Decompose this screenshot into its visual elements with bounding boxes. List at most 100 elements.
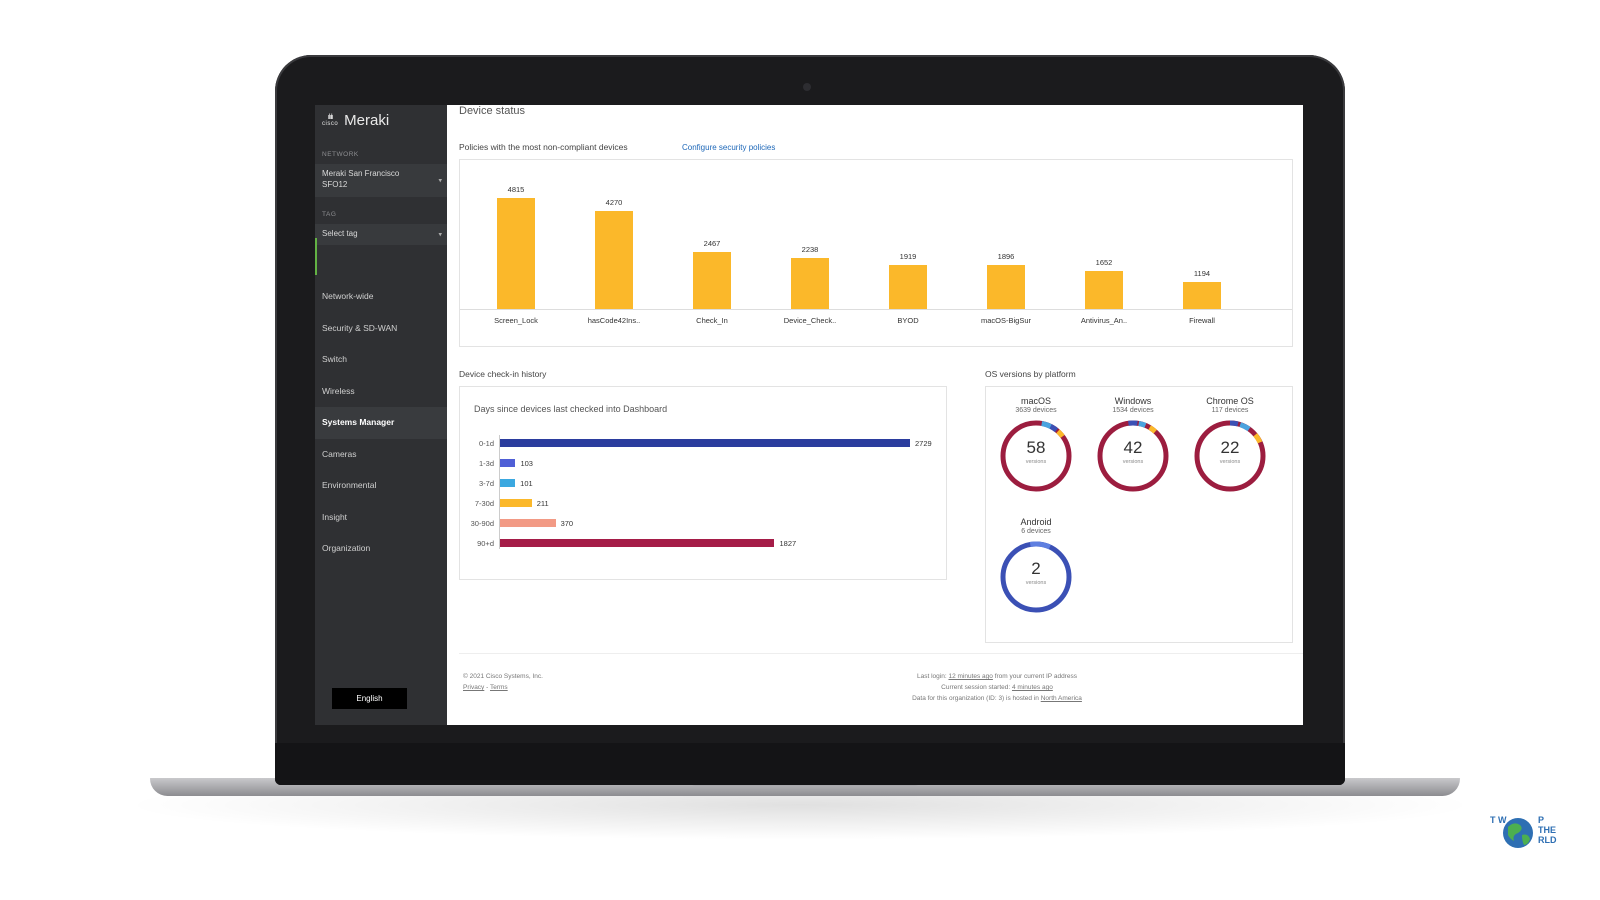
language-button[interactable]: English xyxy=(332,688,407,709)
history-bar[interactable] xyxy=(500,479,516,487)
policy-bar-value: 4815 xyxy=(507,185,525,195)
meraki-logo[interactable]: ılıılı cisco Meraki xyxy=(322,112,389,129)
os-title: OS versions by platform xyxy=(985,369,1076,379)
sidebar-item-wireless[interactable]: Wireless xyxy=(322,385,355,396)
policy-bar[interactable] xyxy=(1183,281,1221,309)
policy-bar[interactable] xyxy=(497,198,535,309)
terms-link[interactable]: Terms xyxy=(489,684,508,691)
history-row: 0-1d 2729 xyxy=(460,439,940,449)
policy-bar[interactable] xyxy=(1085,271,1123,309)
version-donut: 2 versions xyxy=(998,539,1074,615)
session-link[interactable]: 4 minutes ago xyxy=(1011,684,1053,691)
footer-left: © 2021 Cisco Systems, Inc. Privacy - Ter… xyxy=(463,671,543,693)
watermark-right-text: P THE RLD xyxy=(1538,815,1557,845)
history-bar-value: 2729 xyxy=(915,439,932,448)
network-selector[interactable]: Meraki San Francisco SFO12 ▾ xyxy=(315,164,447,197)
footer-session-info: Last login: 12 minutes ago from your cur… xyxy=(867,671,1127,704)
network-value-line2: SFO12 xyxy=(322,180,348,189)
configure-policies-link[interactable]: Configure security policies xyxy=(682,143,776,152)
policy-bar-label: Device_Check.. xyxy=(783,316,837,325)
link-separator: - xyxy=(484,684,490,691)
lid-bezel xyxy=(275,743,1345,785)
sidebar-item-insight[interactable]: Insight xyxy=(322,511,348,522)
policy-bar[interactable] xyxy=(889,264,927,309)
policy-bar-value: 1919 xyxy=(899,251,917,261)
donut-ring xyxy=(1000,541,1072,613)
policy-bar[interactable] xyxy=(987,265,1025,309)
os-macos[interactable]: macOS 3639 devices 58 versions xyxy=(986,396,1086,494)
os-name: Android xyxy=(1020,517,1052,527)
policy-bar[interactable] xyxy=(595,210,633,309)
policy-bar-value: 1194 xyxy=(1193,268,1211,278)
watermark-left-text: T W xyxy=(1490,815,1507,825)
version-label: versions xyxy=(1219,459,1241,465)
tag-selector[interactable]: Select tag ▾ xyxy=(315,224,447,245)
history-bar[interactable] xyxy=(500,519,556,527)
sidebar: ılıılı cisco Meraki NETWORK Meraki San F… xyxy=(315,105,447,725)
version-label: versions xyxy=(1025,580,1047,586)
donut-ring xyxy=(1000,420,1072,492)
privacy-link[interactable]: Privacy xyxy=(463,684,485,691)
os-name: macOS xyxy=(1020,396,1051,406)
os-windows[interactable]: Windows 1534 devices 42 versions xyxy=(1083,396,1183,494)
donut-ring xyxy=(1194,420,1266,492)
world-logo-watermark: T W P THE RLD xyxy=(1486,813,1557,857)
history-row: 1-3d 103 xyxy=(460,459,940,469)
history-bar[interactable] xyxy=(500,499,532,507)
region-link[interactable]: North America xyxy=(1040,695,1082,702)
history-row: 7-30d 211 xyxy=(460,499,940,509)
os-chrome[interactable]: Chrome OS 117 devices 22 versions xyxy=(1180,396,1280,494)
last-login-link[interactable]: 12 minutes ago xyxy=(948,673,993,680)
history-bar-label: 30-90d xyxy=(470,519,494,528)
policy-bar-value: 1896 xyxy=(997,252,1015,262)
policy-bar-label: Firewall xyxy=(1189,316,1215,325)
sidebar-item-systems-manager[interactable]: Systems Manager xyxy=(315,407,447,439)
chevron-down-icon: ▾ xyxy=(438,231,442,238)
policy-bar[interactable] xyxy=(791,257,829,309)
sidebar-item-cameras[interactable]: Cameras xyxy=(322,448,357,459)
history-bar-value: 103 xyxy=(520,459,533,468)
history-bar[interactable] xyxy=(500,439,910,447)
history-bar-label: 0-1d xyxy=(478,439,494,448)
sidebar-item-organization[interactable]: Organization xyxy=(322,543,371,553)
main-content: Device status Policies with the most non… xyxy=(447,105,1303,725)
sidebar-item-environmental[interactable]: Environmental xyxy=(322,480,377,490)
os-name: Windows xyxy=(1114,396,1152,406)
version-count: 42 xyxy=(1123,438,1143,457)
history-bar[interactable] xyxy=(500,459,516,467)
os-device-count: 3639 devices xyxy=(1015,407,1057,414)
policy-bar-value: 2238 xyxy=(801,244,819,254)
policy-bar-value: 2467 xyxy=(703,239,721,249)
policy-bar-value: 1652 xyxy=(1095,258,1113,267)
policy-bar-label: hasCode42Ins.. xyxy=(587,316,641,325)
history-bar-value: 1827 xyxy=(779,539,797,548)
version-count: 58 xyxy=(1026,438,1046,457)
history-row: 90+d 1827 xyxy=(460,539,940,549)
version-donut: 42 versions xyxy=(1095,418,1171,494)
version-count: 22 xyxy=(1220,438,1240,457)
policy-bar[interactable] xyxy=(693,252,731,309)
os-device-count: 6 devices xyxy=(1021,528,1051,535)
version-donut: 22 versions xyxy=(1192,418,1268,494)
network-value-line1: Meraki San Francisco xyxy=(322,169,400,178)
history-bar-value: 211 xyxy=(536,499,549,508)
history-bar[interactable] xyxy=(500,539,775,547)
os-device-count: 117 devices xyxy=(1211,407,1249,414)
policy-bar-value: 4270 xyxy=(605,197,623,207)
checkin-history-chart: Days since devices last checked into Das… xyxy=(459,386,947,580)
globe-icon xyxy=(1503,818,1533,848)
history-bar-value: 101 xyxy=(520,479,533,488)
history-bar-value: 370 xyxy=(560,519,574,528)
page-title: Device status xyxy=(459,105,526,117)
sidebar-item-security-sdwan[interactable]: Security & SD-WAN xyxy=(322,322,398,333)
os-android[interactable]: Android 6 devices 2 versions xyxy=(986,517,1086,615)
policy-bar-label: BYOD xyxy=(897,316,919,325)
policy-bar-label: Check_In xyxy=(696,316,728,325)
os-name: Chrome OS xyxy=(1206,396,1254,406)
sidebar-item-switch[interactable]: Switch xyxy=(322,354,348,364)
version-label: versions xyxy=(1025,459,1047,465)
sidebar-item-network-wide[interactable]: Network-wide xyxy=(322,291,374,301)
cisco-logo-icon: ılıılı cisco xyxy=(322,113,339,127)
policy-bar-label: Antivirus_An.. xyxy=(1080,316,1128,325)
history-row: 30-90d 370 xyxy=(460,519,940,529)
